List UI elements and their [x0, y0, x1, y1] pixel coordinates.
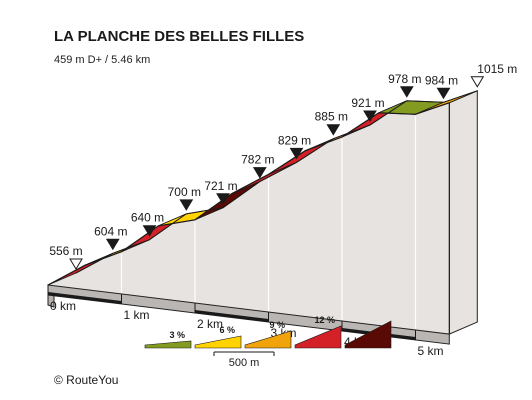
chart-title: LA PLANCHE DES BELLES FILLES	[54, 28, 304, 45]
profile-end-face	[448, 90, 478, 335]
profile-front-wall	[48, 102, 450, 335]
chart-subtitle: 459 m D+ / 5.46 km	[54, 54, 150, 66]
legend-swatch	[294, 325, 342, 349]
legend-swatch	[194, 335, 242, 349]
altitude-label: 556 m	[49, 244, 82, 258]
base-scale-segment	[48, 292, 122, 304]
legend-swatch	[144, 340, 192, 349]
altitude-marker-icon	[216, 193, 230, 205]
legend-label: 12 %	[314, 315, 335, 325]
endpoint-marker-icon	[69, 258, 83, 270]
altitude-label: 1015 m	[477, 62, 517, 76]
km-label: 1 km	[123, 308, 149, 322]
altitude-label: 885 m	[315, 110, 348, 124]
altitude-label: 640 m	[131, 211, 164, 225]
altitude-label: 700 m	[168, 185, 201, 199]
profile-back-edge	[75, 90, 478, 274]
km-label: 2 km	[197, 317, 223, 331]
scale-label: 500 m	[229, 357, 260, 369]
profile-front-edge	[47, 102, 450, 286]
altitude-label: 984 m	[425, 73, 458, 87]
gradient-legend: 3 % 6 % 9 % 12 % 500 m	[144, 315, 392, 369]
endpoint-marker-icon	[470, 76, 485, 88]
legend-swatch	[244, 330, 292, 349]
altitude-marker-icon	[399, 86, 414, 98]
km-label: 0 km	[50, 299, 76, 313]
altitude-label: 829 m	[278, 133, 311, 147]
base-scale-segment	[195, 310, 269, 322]
altitude-marker-icon	[252, 167, 267, 179]
legend-label: 3 %	[169, 330, 185, 340]
altitude-marker-icon	[142, 225, 157, 237]
altitude-label: 604 m	[94, 224, 127, 238]
altitude-marker-icon	[436, 87, 451, 100]
km-label: 5 km	[417, 344, 443, 358]
altitude-marker-icon	[363, 110, 377, 122]
legend-label: 9 %	[269, 320, 285, 330]
altitude-label: 782 m	[241, 153, 274, 167]
profile-group: 556 m 604 m 640 m 700 m 721 m 782 m 829 m 885 m…	[47, 62, 517, 358]
legend-swatch	[344, 320, 392, 349]
altitude-marker-icon	[289, 147, 304, 160]
altitude-marker-icon	[179, 199, 194, 211]
altitude-label: 721 m	[204, 179, 237, 193]
altitude-marker-icon	[326, 124, 341, 136]
altitude-label: 921 m	[351, 96, 384, 110]
copyright-text: © RouteYou	[54, 373, 118, 387]
legend-label: 6 %	[219, 325, 235, 335]
altitude-label: 978 m	[388, 72, 421, 86]
altitude-marker-icon	[105, 238, 120, 251]
